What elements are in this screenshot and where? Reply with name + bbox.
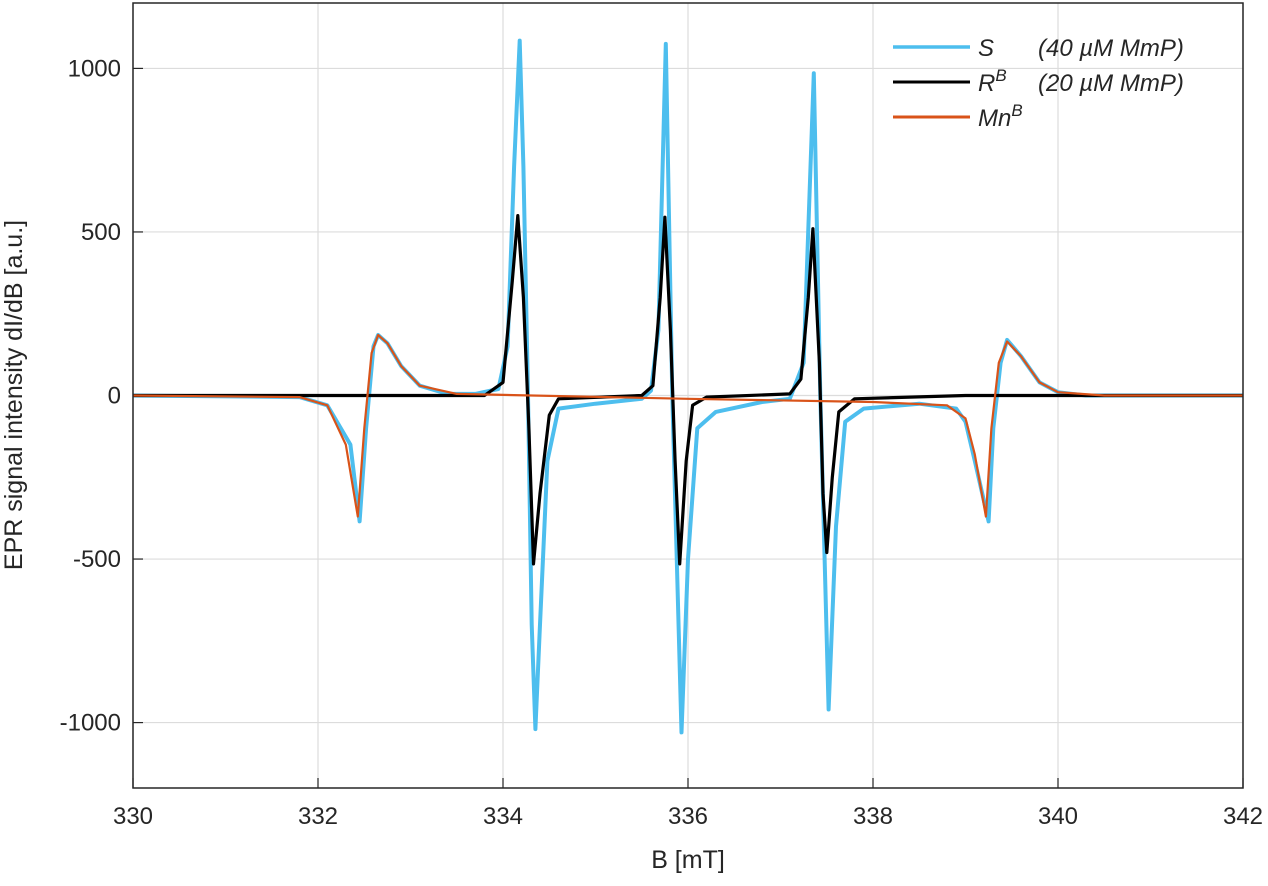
legend-note: (40 µM MmP) [1038,35,1184,62]
y-tick-label: -500 [73,546,121,573]
legend: S (40 µM MmP) RB (20 µM MmP) MnB [893,35,1184,132]
x-tick-label: 332 [298,803,338,830]
series-line-mn [132,333,1243,518]
x-tick-label: 342 [1223,803,1263,830]
y-tick-label: 1000 [68,55,121,82]
y-tick-label: 500 [81,219,121,246]
legend-label: MnB [978,101,1023,132]
series-line-r [133,214,1243,566]
x-tick-label: 330 [113,803,153,830]
x-tick-label: 334 [483,803,523,830]
x-axis-label: B [mT] [651,846,725,874]
y-axis-label: EPR signal intensity dI/dB [a.u.] [0,220,28,570]
y-tick-label: 0 [108,383,121,410]
legend-label: S [978,35,994,62]
x-tick-label: 336 [668,803,708,830]
x-tick-label: 338 [853,803,893,830]
x-tick-label: 340 [1038,803,1078,830]
legend-label: RB [978,66,1007,97]
axes-box [132,2,1244,789]
series-lines [132,38,1243,735]
tick-labels: 330 332 334 336 338 340 342 -1000 -500 0 500 1000 [60,55,1263,830]
legend-note: (20 µM MmP) [1038,70,1184,97]
y-tick-label: -1000 [60,710,121,737]
